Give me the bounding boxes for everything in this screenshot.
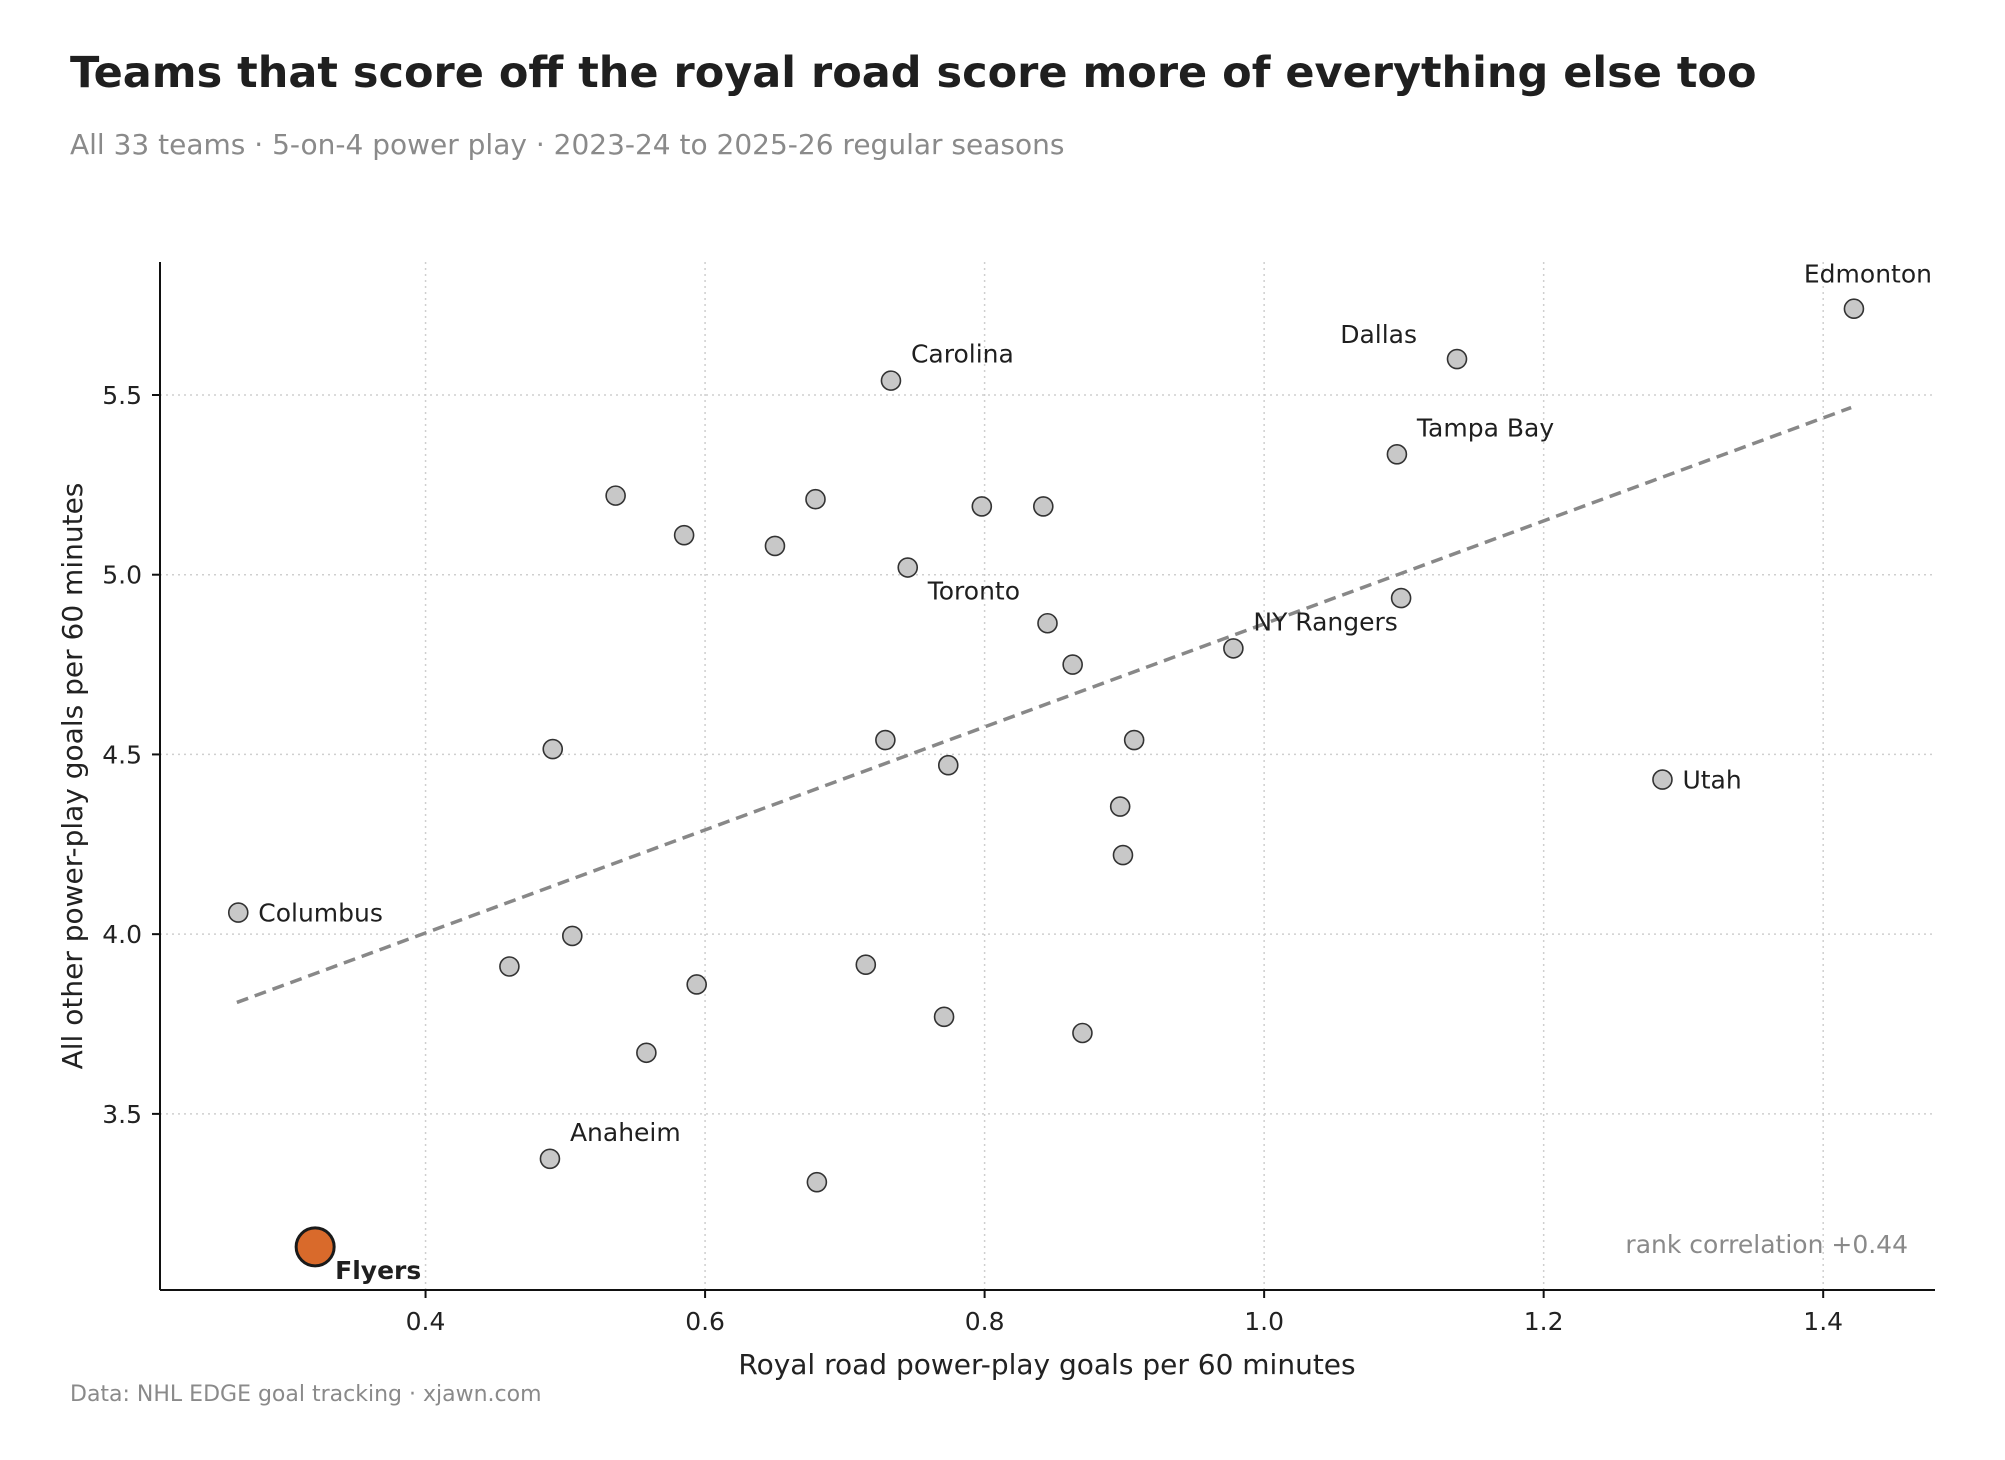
data-point bbox=[933, 1006, 955, 1028]
data-point bbox=[1109, 796, 1131, 817]
point-label: Dallas bbox=[1340, 320, 1417, 349]
data-point bbox=[1386, 444, 1408, 465]
data-point bbox=[542, 738, 564, 760]
trendline-layer bbox=[236, 405, 1852, 1005]
data-point bbox=[1033, 496, 1054, 517]
y-tick-label: 5.0 bbox=[102, 561, 142, 590]
data-point bbox=[499, 956, 520, 977]
highlight-point bbox=[294, 1226, 336, 1268]
data-point bbox=[636, 1042, 657, 1064]
data-point bbox=[605, 485, 626, 506]
point-label: Carolina bbox=[911, 340, 1014, 369]
point-labels: Edmonton Dallas Carolina Tampa Bay NY Ranger… bbox=[258, 260, 1932, 1285]
point-label: Columbus bbox=[258, 899, 383, 928]
y-tick-label: 4.5 bbox=[102, 740, 142, 769]
data-point bbox=[539, 1148, 561, 1170]
data-point bbox=[805, 488, 826, 510]
chart-title: Teams that score off the royal road scor… bbox=[70, 48, 1757, 98]
point-label: Edmonton bbox=[1804, 260, 1932, 289]
x-axis-title: Royal road power-play goals per 60 minut… bbox=[738, 1348, 1355, 1381]
chart-subtitle: All 33 teams · 5-on-4 power play · 2023-… bbox=[70, 128, 1065, 161]
data-point bbox=[764, 535, 786, 557]
data-point bbox=[673, 524, 695, 546]
data-point bbox=[1390, 587, 1412, 609]
data-point bbox=[1072, 1022, 1093, 1044]
data-point bbox=[227, 902, 249, 923]
point-label: Utah bbox=[1682, 766, 1741, 795]
data-point bbox=[971, 496, 993, 517]
data-point bbox=[1223, 638, 1244, 659]
chart-footer: Data: NHL EDGE goal tracking · xjawn.com bbox=[70, 1382, 542, 1407]
point-label: Anaheim bbox=[570, 1118, 681, 1147]
highlight-point-label: Flyers bbox=[335, 1256, 421, 1285]
data-point bbox=[1037, 612, 1058, 634]
x-tick-label: 0.4 bbox=[406, 1307, 446, 1336]
data-point bbox=[562, 925, 583, 947]
y-axis-title: All other power-play goals per 60 minute… bbox=[56, 483, 89, 1070]
point-label: Toronto bbox=[927, 577, 1020, 606]
x-tick-label: 1.0 bbox=[1244, 1307, 1284, 1336]
x-tick-label: 1.2 bbox=[1524, 1307, 1564, 1336]
point-label: Tampa Bay bbox=[1416, 413, 1554, 442]
data-point bbox=[880, 370, 902, 391]
axis-ticks: 0.4 0.6 0.8 1.0 1.2 1.4 3.5 4.0 4.5 5.0 5.5 bbox=[102, 381, 1843, 1336]
data-point bbox=[806, 1171, 828, 1193]
data-point bbox=[686, 974, 707, 995]
data-point bbox=[1843, 298, 1865, 320]
data-point bbox=[1062, 654, 1083, 675]
data-point bbox=[937, 754, 959, 776]
y-tick-label: 3.5 bbox=[102, 1100, 142, 1129]
data-points bbox=[227, 298, 1865, 1268]
x-tick-label: 0.6 bbox=[685, 1307, 725, 1336]
data-point bbox=[1112, 844, 1134, 866]
y-tick-label: 4.0 bbox=[102, 920, 142, 949]
data-point bbox=[1123, 729, 1145, 751]
data-point bbox=[897, 557, 919, 578]
y-tick-label: 5.5 bbox=[102, 381, 142, 410]
rank-correlation-annotation: rank correlation +0.44 bbox=[1625, 1230, 1908, 1259]
x-tick-label: 0.8 bbox=[965, 1307, 1005, 1336]
data-point bbox=[1652, 769, 1673, 790]
data-point bbox=[875, 729, 896, 751]
grid-lines bbox=[160, 262, 1935, 1290]
point-label: NY Rangers bbox=[1253, 607, 1397, 636]
x-tick-label: 1.4 bbox=[1803, 1307, 1843, 1336]
data-point bbox=[1446, 348, 1468, 370]
data-point bbox=[855, 954, 877, 976]
trendline bbox=[236, 405, 1852, 1005]
